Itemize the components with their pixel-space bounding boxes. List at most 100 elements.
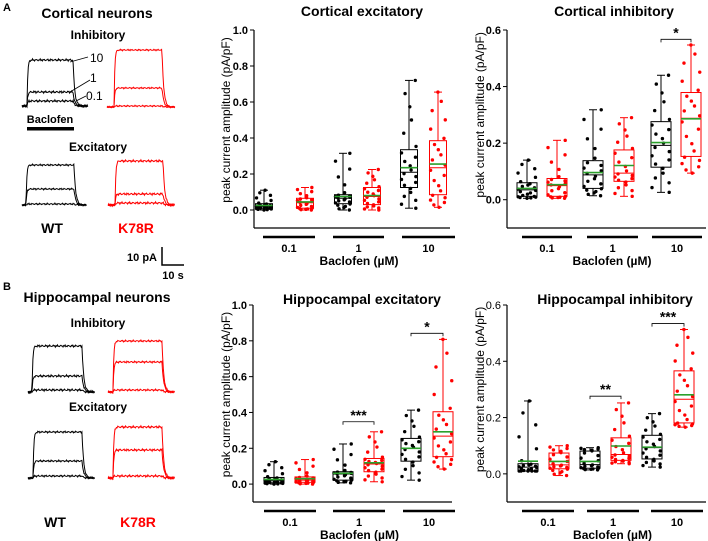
data-point: [685, 94, 689, 98]
data-point: [434, 455, 439, 459]
data-point: [432, 178, 436, 183]
data-point: [517, 465, 521, 469]
box-wt-10: [400, 408, 422, 482]
data-point: [348, 481, 353, 485]
data-point: [615, 140, 620, 144]
data-point: [309, 198, 314, 202]
data-point: [432, 436, 436, 440]
data-point: [582, 117, 586, 122]
y-tick-label: 0.6: [233, 97, 248, 109]
box-wt-1: [332, 442, 354, 485]
data-point: [528, 182, 532, 186]
data-point: [272, 480, 277, 484]
y-tick-label: 0.2: [486, 413, 501, 425]
data-point: [610, 455, 614, 459]
chart-title: Cortical excitatory: [301, 3, 423, 19]
x-tick-label: 1: [609, 243, 615, 255]
dose-label-10: 10: [90, 51, 104, 65]
data-point: [336, 475, 340, 479]
data-point: [430, 158, 435, 162]
data-point: [402, 194, 407, 199]
data-point: [563, 194, 568, 199]
data-point: [428, 198, 433, 202]
data-point: [408, 105, 412, 109]
data-point: [450, 379, 454, 383]
significance-label: ***: [350, 407, 367, 423]
data-point: [366, 463, 370, 467]
data-point: [658, 449, 662, 453]
data-point: [612, 427, 617, 432]
data-point: [403, 457, 408, 462]
data-point: [698, 70, 702, 74]
data-point: [551, 448, 556, 452]
data-point: [380, 476, 384, 480]
data-point: [658, 465, 662, 469]
data-point: [627, 460, 631, 465]
data-point: [622, 421, 626, 425]
data-point: [380, 455, 385, 459]
data-point: [673, 359, 677, 363]
data-point: [280, 466, 284, 470]
dose-label-0.1: 0.1: [86, 89, 103, 103]
data-point: [518, 179, 523, 184]
data-point: [442, 467, 446, 471]
data-point: [375, 445, 379, 449]
data-point: [413, 155, 418, 159]
data-point: [372, 178, 377, 182]
data-point: [696, 127, 701, 131]
data-point: [347, 208, 352, 212]
x-tick-label: 1: [356, 517, 362, 529]
data-point: [551, 468, 555, 473]
data-point: [686, 335, 690, 340]
current-trace: [107, 360, 175, 394]
data-point: [599, 187, 604, 191]
data-point: [645, 440, 649, 444]
data-point: [685, 384, 690, 388]
data-point: [365, 205, 370, 209]
data-point: [348, 151, 352, 155]
data-point: [432, 392, 436, 397]
data-point: [582, 451, 587, 455]
baclofen-label: Baclofen: [27, 114, 74, 126]
box-wt-0.1: [516, 158, 538, 200]
box: [400, 149, 418, 188]
data-point: [549, 160, 554, 164]
y-axis-label: peak current amplitude (pA/pF): [473, 307, 487, 472]
data-point: [432, 142, 437, 147]
data-point: [563, 191, 567, 195]
data-point: [376, 167, 380, 172]
y-tick-label: 0.4: [232, 407, 248, 419]
data-point: [599, 127, 603, 131]
panel-b-title: Hippocampal neurons: [23, 289, 170, 305]
data-point: [596, 453, 600, 458]
data-point: [658, 462, 662, 466]
data-point: [430, 193, 435, 197]
x-tick-label: 1: [355, 243, 361, 255]
data-point: [533, 175, 538, 180]
data-point: [410, 443, 415, 448]
data-point: [620, 447, 625, 452]
data-point: [651, 420, 655, 424]
data-point: [620, 414, 624, 418]
data-point: [521, 411, 525, 415]
data-point: [298, 197, 303, 201]
data-point: [342, 191, 347, 195]
data-point: [417, 455, 421, 459]
data-point: [432, 460, 436, 464]
panel-a-label: A: [3, 2, 11, 14]
current-trace: [21, 98, 88, 109]
data-point: [557, 174, 561, 179]
data-point: [518, 189, 523, 194]
x-axis-label: Baclofen (µM): [320, 254, 399, 268]
data-point: [563, 153, 567, 157]
data-point: [366, 468, 371, 473]
data-point: [533, 469, 537, 473]
data-point: [376, 200, 381, 204]
data-point: [682, 327, 686, 332]
y-tick-label: 0.0: [233, 205, 248, 217]
excitatory-label: Excitatory: [69, 140, 127, 154]
data-point: [585, 137, 590, 141]
data-point: [442, 200, 447, 205]
data-point: [683, 413, 687, 417]
data-point: [363, 465, 367, 470]
